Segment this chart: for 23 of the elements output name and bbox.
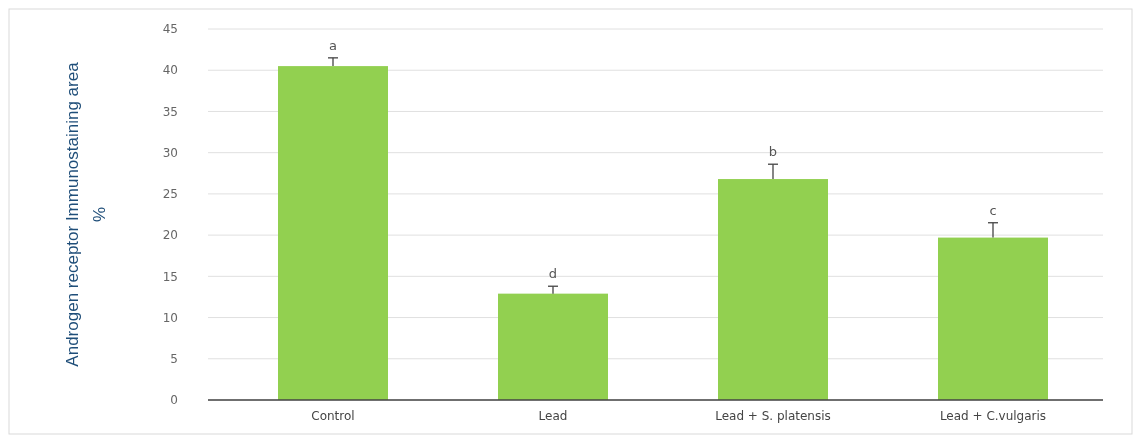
annotation: b <box>768 144 778 160</box>
bar <box>718 179 828 400</box>
bar <box>278 66 388 400</box>
x-tick-label: Lead <box>538 409 568 423</box>
bar <box>938 237 1048 400</box>
y-axis-title: Androgen receptor Immunostaining area % <box>63 61 110 367</box>
y-tick-label: 5 <box>170 351 178 366</box>
y-tick-label: 45 <box>162 22 178 37</box>
y-tick-label: 25 <box>162 187 178 202</box>
x-tick-label: Lead + C.vulgaris <box>939 409 1047 423</box>
x-tick-label: Control <box>311 409 355 423</box>
y-tick-label: 20 <box>162 228 178 243</box>
y-tick-label: 35 <box>162 104 178 119</box>
annotation: a <box>329 37 337 53</box>
annotation: d <box>548 266 558 282</box>
y-tick-label: 40 <box>162 63 178 78</box>
annotation: c <box>989 202 997 218</box>
y-tick-label: 0 <box>170 393 178 408</box>
y-tick-label: 10 <box>162 310 178 325</box>
x-tick-label: Lead + S. platensis <box>715 409 831 423</box>
y-tick-label: 30 <box>162 145 178 160</box>
bar <box>498 293 608 400</box>
y-tick-label: 15 <box>162 269 178 284</box>
